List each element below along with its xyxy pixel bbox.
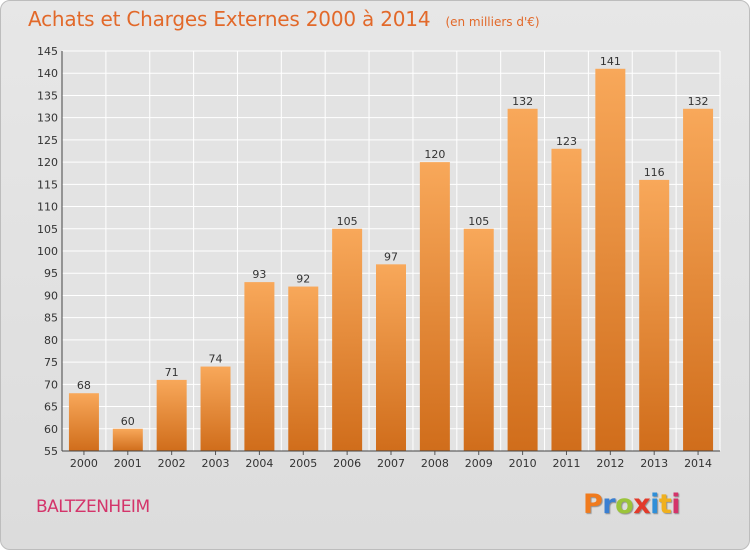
x-tick-label: 2005 (289, 457, 317, 470)
title-line: Achats et Charges Externes 2000 à 2014 (… (28, 7, 540, 31)
y-tick-label: 55 (44, 445, 58, 458)
x-tick-label: 2007 (377, 457, 405, 470)
bar-2010 (507, 108, 538, 452)
y-tick-label: 90 (44, 289, 58, 302)
x-tick-label: 2001 (114, 457, 142, 470)
x-tick-label: 2008 (421, 457, 449, 470)
logo-letter: o (615, 489, 634, 520)
bar-2009 (463, 228, 494, 451)
bar-2002 (156, 379, 187, 451)
y-tick-label: 140 (37, 67, 58, 80)
bar-value-label: 105 (337, 215, 358, 228)
bar-2012 (595, 68, 626, 452)
bar-2007 (376, 264, 406, 451)
bar-value-label: 97 (384, 250, 398, 263)
y-tick-label: 115 (37, 178, 58, 191)
bar-value-label: 105 (468, 215, 489, 228)
bar-2003 (200, 366, 231, 451)
x-tick-label: 2013 (640, 457, 668, 470)
bar-2011 (551, 148, 582, 451)
labels: 55 60 65 70 75 80 85 90 95 100 105 110 115 120 125 130 1… (37, 45, 712, 470)
bar-value-label: 132 (512, 95, 533, 108)
x-tick-label: 2014 (684, 457, 712, 470)
axes (61, 51, 720, 455)
x-tick-label: 2004 (245, 457, 273, 470)
y-tick-label: 135 (37, 89, 58, 102)
x-tick-label: 2003 (202, 457, 230, 470)
x-tick-label: 2009 (465, 457, 493, 470)
y-tick-label: 80 (44, 334, 58, 347)
y-tick-label: 125 (37, 134, 58, 147)
bar-2005 (288, 286, 319, 451)
x-tick-label: 2011 (552, 457, 580, 470)
bar-value-label: 93 (252, 268, 266, 281)
y-tick-label: 105 (37, 223, 58, 236)
bar-2014 (683, 108, 714, 452)
bar-2000 (68, 393, 99, 451)
bar-2001 (112, 428, 143, 451)
bar-value-label: 123 (556, 135, 577, 148)
bar-value-label: 141 (600, 55, 621, 68)
y-tick-label: 85 (44, 312, 58, 325)
x-tick-label: 2002 (158, 457, 186, 470)
y-tick-label: 95 (44, 267, 58, 280)
x-tick-label: 2012 (596, 457, 624, 470)
y-tick-label: 75 (44, 356, 58, 369)
bar-2008 (419, 162, 450, 451)
bar-value-label: 74 (209, 353, 223, 366)
bar-value-label: 60 (121, 415, 135, 428)
x-tick-label: 2010 (509, 457, 537, 470)
location-label: BALTZENHEIM (36, 497, 150, 517)
y-tick-label: 130 (37, 112, 58, 125)
logo-letter: x (633, 489, 651, 520)
x-tick-label: 2000 (70, 457, 98, 470)
y-tick-label: 65 (44, 401, 58, 414)
logo-letter: t (658, 489, 672, 520)
y-tick-label: 60 (44, 423, 58, 436)
y-tick-label: 145 (37, 45, 58, 58)
bar-value-label: 71 (165, 366, 179, 379)
logo-letter: i (650, 489, 659, 520)
chart-title: Achats et Charges Externes 2000 à 2014 (28, 7, 431, 31)
logo-letter: r (602, 489, 616, 520)
bar-value-label: 120 (424, 148, 445, 161)
chart-subtitle: (en milliers d'€) (445, 15, 540, 29)
bar-2004 (244, 282, 275, 451)
bar-2006 (332, 228, 363, 451)
proxiti-logo: Proxiti (583, 489, 681, 520)
bar-value-label: 92 (296, 273, 310, 286)
y-tick-label: 110 (37, 201, 58, 214)
bars (68, 68, 714, 452)
bar-value-label: 132 (688, 95, 709, 108)
logo-letter: i (671, 489, 681, 520)
x-tick-label: 2006 (333, 457, 361, 470)
y-tick-label: 100 (37, 245, 58, 258)
bar-value-label: 68 (77, 379, 91, 392)
y-tick-label: 120 (37, 156, 58, 169)
y-tick-label: 70 (44, 378, 58, 391)
logo-letter: P (583, 489, 603, 520)
bar-value-label: 116 (644, 166, 665, 179)
bar-2013 (639, 179, 670, 451)
